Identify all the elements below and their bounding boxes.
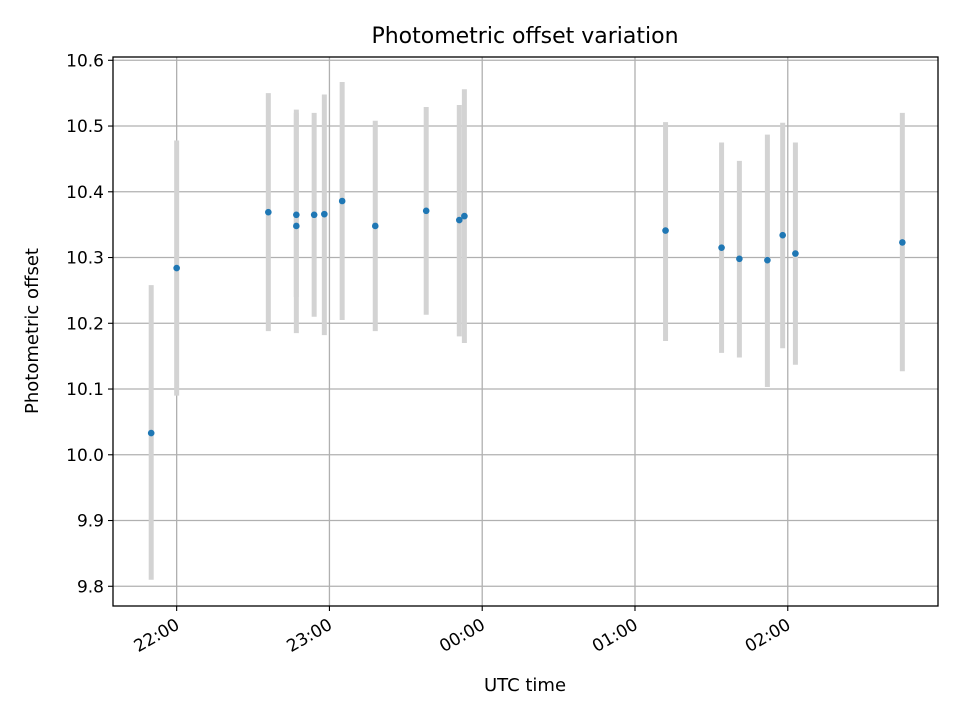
data-point [662, 227, 669, 234]
data-point [293, 211, 300, 219]
data-points [147, 197, 906, 437]
data-point [461, 212, 468, 220]
y-tick-label: 10.4 [66, 183, 104, 203]
y-axis-label: Photometric offset [22, 248, 43, 414]
data-point [310, 211, 318, 219]
y-tick-label: 9.9 [77, 512, 104, 532]
data-point [293, 222, 300, 230]
y-tick-label: 10.6 [66, 51, 104, 71]
data-point [718, 244, 725, 251]
y-tick-label: 10.0 [66, 446, 104, 466]
data-point [338, 197, 346, 205]
data-point [371, 222, 379, 230]
y-tick-label: 10.2 [66, 314, 104, 334]
y-tick-label: 10.3 [66, 249, 104, 269]
data-point [779, 231, 786, 239]
x-tick-label: 00:00 [436, 615, 488, 657]
y-tick-label: 10.5 [66, 117, 104, 137]
data-point [899, 239, 906, 246]
data-point [792, 250, 799, 257]
x-tick-label: 23:00 [283, 615, 335, 657]
x-tick-label: 02:00 [742, 615, 794, 657]
x-axis-ticks: 22:00 23:00 00:00 01:00 02:00 [131, 606, 794, 657]
data-point [764, 256, 771, 264]
data-point [265, 208, 272, 216]
y-axis-ticks: 9.8 9.9 10.0 10.1 10.2 10.3 10.4 10.5 10.6 [66, 51, 113, 597]
data-point [455, 216, 463, 224]
y-tick-label: 10.1 [66, 380, 104, 400]
plot-frame [112, 56, 939, 607]
x-tick-label: 01:00 [589, 615, 641, 657]
chart-title: Photometric offset variation [371, 24, 678, 49]
error-bars [148, 81, 905, 580]
data-point [173, 264, 180, 272]
x-axis-label: UTC time [484, 675, 566, 696]
data-point [147, 429, 155, 437]
data-point [422, 207, 430, 215]
x-tick-label: 22:00 [131, 615, 183, 657]
data-point [736, 255, 743, 263]
y-tick-label: 9.8 [77, 577, 104, 597]
grid [113, 57, 938, 606]
data-point [321, 210, 328, 218]
